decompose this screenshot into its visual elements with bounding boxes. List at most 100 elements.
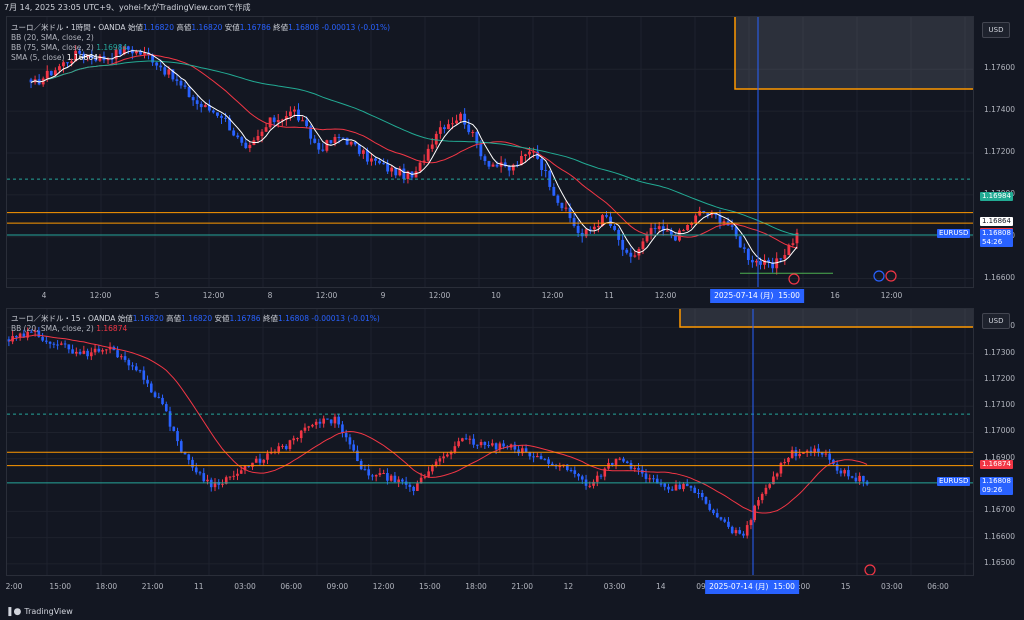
last-price-tag: 1.16808 54:26 xyxy=(980,229,1013,248)
candle-body xyxy=(757,500,760,506)
chart-pane-15m[interactable]: ユーロ／米ドル・15・OANDA 始値1.16820 高値1.16820 安値1… xyxy=(6,308,974,576)
time-tick: 03:00 xyxy=(603,582,626,591)
candle-body xyxy=(142,370,146,380)
time-tick: 4 xyxy=(41,291,47,300)
candle-body xyxy=(228,118,232,131)
candle-body xyxy=(764,487,768,494)
candle-body xyxy=(266,453,269,460)
candles-1h[interactable] xyxy=(7,17,974,288)
candle-body xyxy=(791,243,795,245)
candle-body xyxy=(248,144,252,149)
legend-change: -0.00013 (-0.01%) xyxy=(321,23,391,32)
candle-body xyxy=(60,343,63,345)
candle-body xyxy=(419,477,423,484)
candle-body xyxy=(213,482,217,488)
candle-body xyxy=(382,473,385,475)
candle-body xyxy=(487,161,491,167)
candle-body xyxy=(359,461,363,470)
candle-body xyxy=(22,333,26,338)
legend-close: 1.16808 xyxy=(277,314,309,323)
candle-body xyxy=(813,448,816,453)
candle-body xyxy=(491,164,495,167)
candle-body xyxy=(682,230,685,232)
candle-body xyxy=(768,484,771,488)
candle-body xyxy=(41,336,44,341)
candle-body xyxy=(577,473,580,477)
candle-body xyxy=(592,481,595,486)
candle-body xyxy=(264,127,268,132)
time-axis-1h[interactable]: 4 12:00 5 12:00 8 12:00 9 12:00 10 12:00 11 12:00 12… xyxy=(6,288,974,304)
candle-body xyxy=(491,443,494,446)
candle-body xyxy=(434,133,438,145)
candle-body xyxy=(414,171,418,178)
candle-body xyxy=(163,67,167,75)
time-tick: 11 xyxy=(194,582,204,591)
legend-bb75[interactable]: BB (75, SMA, close, 2) xyxy=(11,43,94,52)
candle-body xyxy=(618,458,622,460)
candle-body xyxy=(565,464,569,471)
legend-bb20[interactable]: BB (20, SMA, close, 2) xyxy=(11,324,94,333)
candle-body xyxy=(633,468,637,470)
chart-pane-1h[interactable]: ユーロ／米ドル・1時間・OANDA 始値1.16820 高値1.16820 安値… xyxy=(6,16,974,288)
candle-body xyxy=(447,124,450,130)
candle-body xyxy=(507,166,511,171)
candle-body xyxy=(216,112,219,116)
candle-body xyxy=(648,478,652,480)
time-tick: 12 xyxy=(563,582,574,591)
candle-body xyxy=(75,351,78,354)
legend-low-label: 安値 xyxy=(214,314,230,323)
legend-bb20[interactable]: BB (20, SMA, close, 2) xyxy=(11,33,94,42)
candle-body xyxy=(179,441,183,452)
candle-body xyxy=(661,226,665,231)
legend-high-label: 高値 xyxy=(176,23,192,32)
candle-body xyxy=(221,483,224,485)
price-axis-1h[interactable]: 1.176001.174001.172001.170001.168001.166… xyxy=(974,16,1024,288)
candle-body xyxy=(742,533,745,536)
candle-body xyxy=(524,154,527,156)
candle-body xyxy=(657,226,661,229)
candle-body xyxy=(256,136,260,141)
footer-logo-text[interactable]: TradingView xyxy=(24,607,73,616)
legend-bb75-value: 1.16984 xyxy=(96,43,128,52)
candle-body xyxy=(446,454,449,457)
candle-body xyxy=(750,260,754,263)
time-tick: 2:00 xyxy=(5,582,23,591)
candle-body xyxy=(719,517,723,520)
candle-body xyxy=(301,120,304,122)
legend-close-label: 終値 xyxy=(273,23,289,32)
candle-body xyxy=(802,452,805,454)
candle-body xyxy=(82,53,86,57)
candle-body xyxy=(464,438,468,440)
price-axis-15m[interactable]: 1.174001.173001.172001.171001.170001.169… xyxy=(974,308,1024,576)
candle-body xyxy=(715,513,719,518)
candle-body xyxy=(560,202,564,209)
legend-sma5-value: 1.16864 xyxy=(66,53,98,62)
last-price-tag: 1.16808 09:26 xyxy=(980,476,1013,495)
candle-body xyxy=(610,463,614,465)
currency-button-15m[interactable]: USD xyxy=(982,313,1010,329)
currency-button-1h[interactable]: USD xyxy=(982,22,1010,38)
candle-body xyxy=(678,484,682,490)
candle-body xyxy=(759,261,762,265)
candle-body xyxy=(345,137,349,145)
candles-15m[interactable] xyxy=(7,309,974,576)
legend-sma5[interactable]: SMA (5, close) xyxy=(11,53,65,62)
candle-body xyxy=(268,117,272,128)
candle-body xyxy=(401,479,404,482)
legend-low-label: 安値 xyxy=(224,23,240,32)
candle-body xyxy=(629,252,633,257)
candle-body xyxy=(663,483,667,487)
time-tick: 15 xyxy=(840,582,851,591)
candle-body xyxy=(700,492,704,498)
candle-body xyxy=(172,426,176,432)
tradingview-logo-icon[interactable]: ❚● xyxy=(6,607,22,617)
time-axis-15m[interactable]: 2:00 15:00 18:00 21:00 11 03:00 06:00 09:00 12:0… xyxy=(6,579,974,595)
candle-body xyxy=(325,140,329,151)
candle-body xyxy=(206,479,209,482)
candle-body xyxy=(659,483,663,485)
candle-body xyxy=(727,521,730,527)
header-caption: 7月 14, 2025 23:05 UTC+9、yohei-fxがTrading… xyxy=(0,0,1024,16)
candle-body xyxy=(738,530,742,534)
candle-body xyxy=(220,115,223,118)
candle-body xyxy=(521,448,524,454)
